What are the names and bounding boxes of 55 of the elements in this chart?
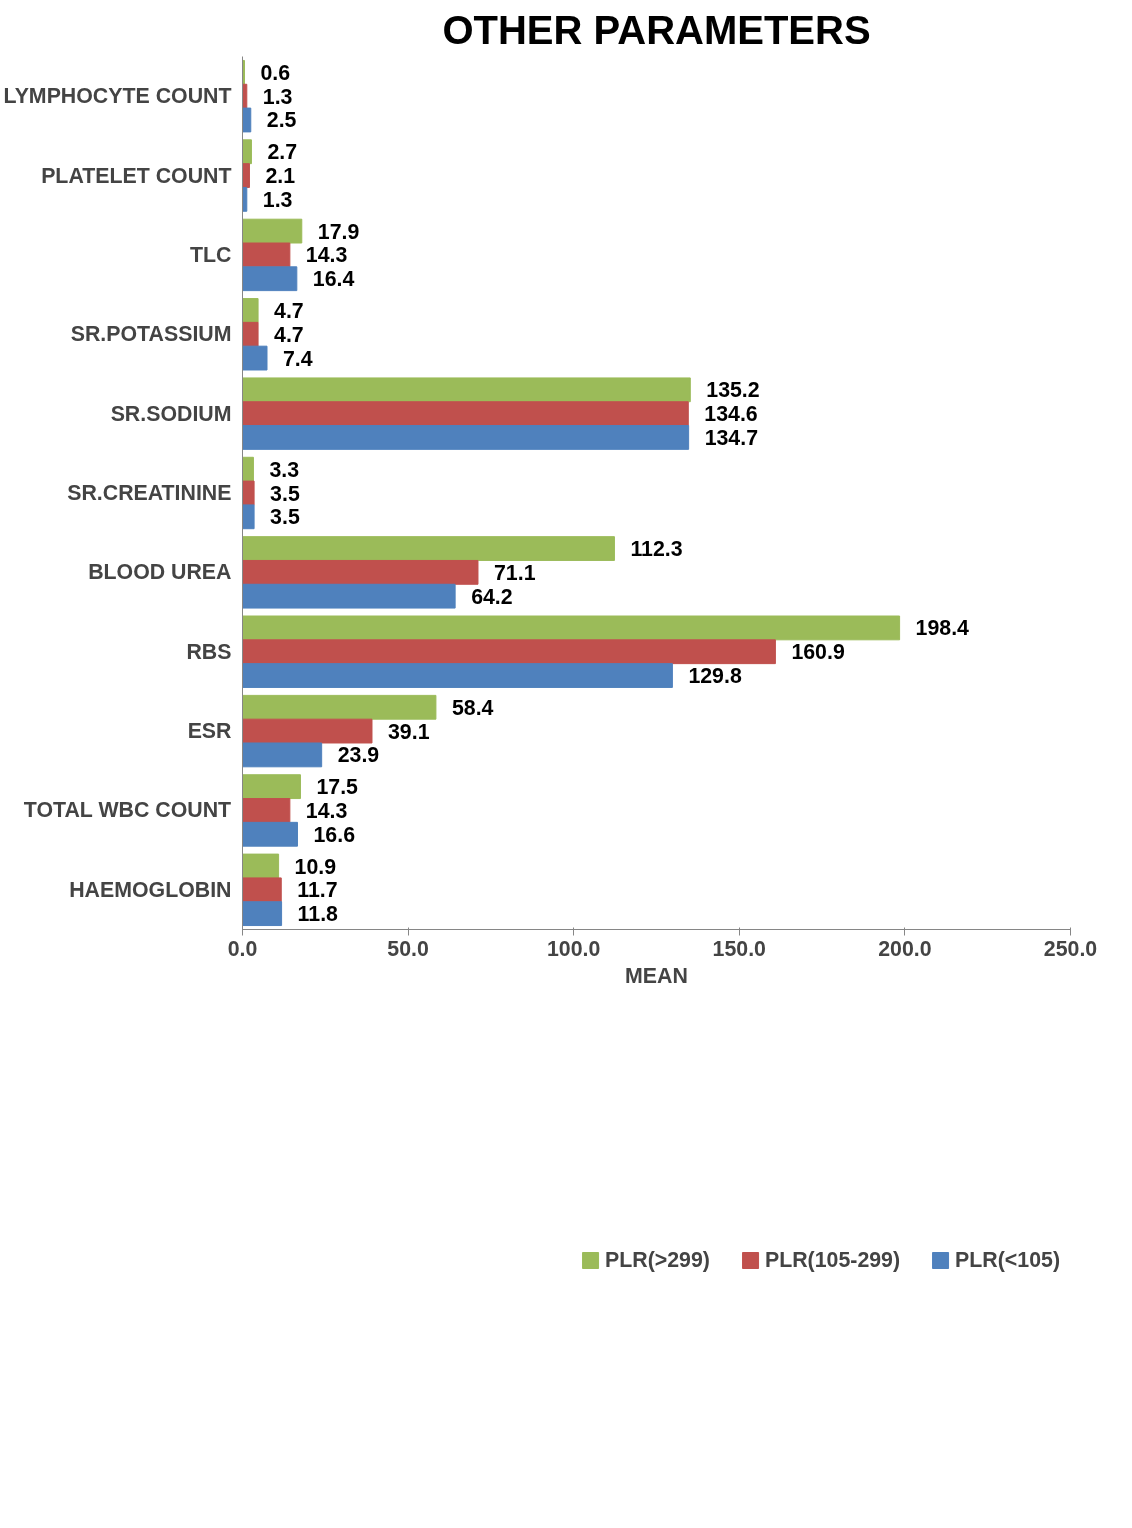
data-label: 2.7	[267, 140, 298, 165]
x-tick-label: 100.0	[547, 936, 601, 961]
data-label: 198.4	[915, 616, 970, 641]
data-label: 17.5	[316, 775, 359, 800]
legend-label: PLR(>299)	[605, 1247, 710, 1273]
y-tick-label: TLC	[190, 242, 232, 267]
data-label: 71.1	[493, 560, 536, 585]
y-tick-label: ESR	[187, 719, 232, 744]
data-label: 129.8	[688, 664, 742, 689]
y-tick-label: LYMPHOCYTE COUNT	[3, 84, 232, 109]
data-label: 4.7	[274, 322, 304, 347]
y-tick-label: SR.POTASSIUM	[70, 322, 232, 347]
x-tick-label: 0.0	[227, 936, 258, 961]
data-label: 3.3	[269, 457, 300, 482]
legend-label: PLR(<105)	[955, 1247, 1060, 1273]
data-label: 10.9	[294, 854, 337, 879]
data-label: 4.7	[274, 298, 304, 323]
data-label: 160.9	[791, 640, 845, 665]
y-tick-label: BLOOD UREA	[88, 560, 232, 585]
y-tick-label: HAEMOGLOBIN	[69, 877, 232, 902]
data-label: 0.6	[260, 60, 291, 85]
data-label: 16.6	[313, 822, 356, 847]
data-label: 39.1	[388, 719, 430, 744]
data-label: 1.3	[262, 84, 293, 109]
data-label: 134.6	[704, 402, 758, 427]
y-tick-label: SR.SODIUM	[110, 401, 232, 426]
data-label: 2.1	[265, 164, 296, 189]
data-label: 14.3	[305, 798, 348, 823]
data-label: 64.2	[471, 584, 513, 609]
data-label: 23.9	[337, 743, 380, 768]
chart-title: OTHER PARAMETERS	[442, 7, 871, 52]
y-tick-label: TOTAL WBC COUNT	[23, 798, 232, 823]
data-label: 11.8	[297, 902, 339, 927]
data-label: 14.3	[305, 243, 348, 268]
y-tick-label: PLATELET COUNT	[41, 163, 232, 188]
data-label: 3.5	[270, 505, 300, 530]
data-label: 7.4	[283, 346, 313, 371]
x-tick-label: 50.0	[387, 936, 429, 961]
data-label: 17.9	[317, 219, 360, 244]
data-label: 1.3	[262, 187, 293, 212]
data-label: 3.5	[270, 481, 300, 506]
data-label: 2.5	[266, 108, 297, 133]
data-label: 135.2	[706, 378, 760, 403]
y-tick-label: SR.CREATININE	[67, 481, 232, 505]
x-tick-label: 150.0	[712, 936, 766, 961]
data-label: 134.7	[704, 425, 758, 450]
y-tick-label: RBS	[186, 639, 232, 664]
x-tick-label: 200.0	[878, 936, 932, 961]
legend-label: PLR(105-299)	[764, 1247, 901, 1273]
data-label: 58.4	[451, 695, 494, 720]
x-axis-title: MEAN	[625, 963, 688, 988]
data-label: 16.4	[312, 267, 355, 292]
data-label: 11.7	[297, 878, 338, 903]
data-label: 112.3	[630, 537, 683, 562]
x-tick-label: 250.0	[1043, 936, 1098, 961]
